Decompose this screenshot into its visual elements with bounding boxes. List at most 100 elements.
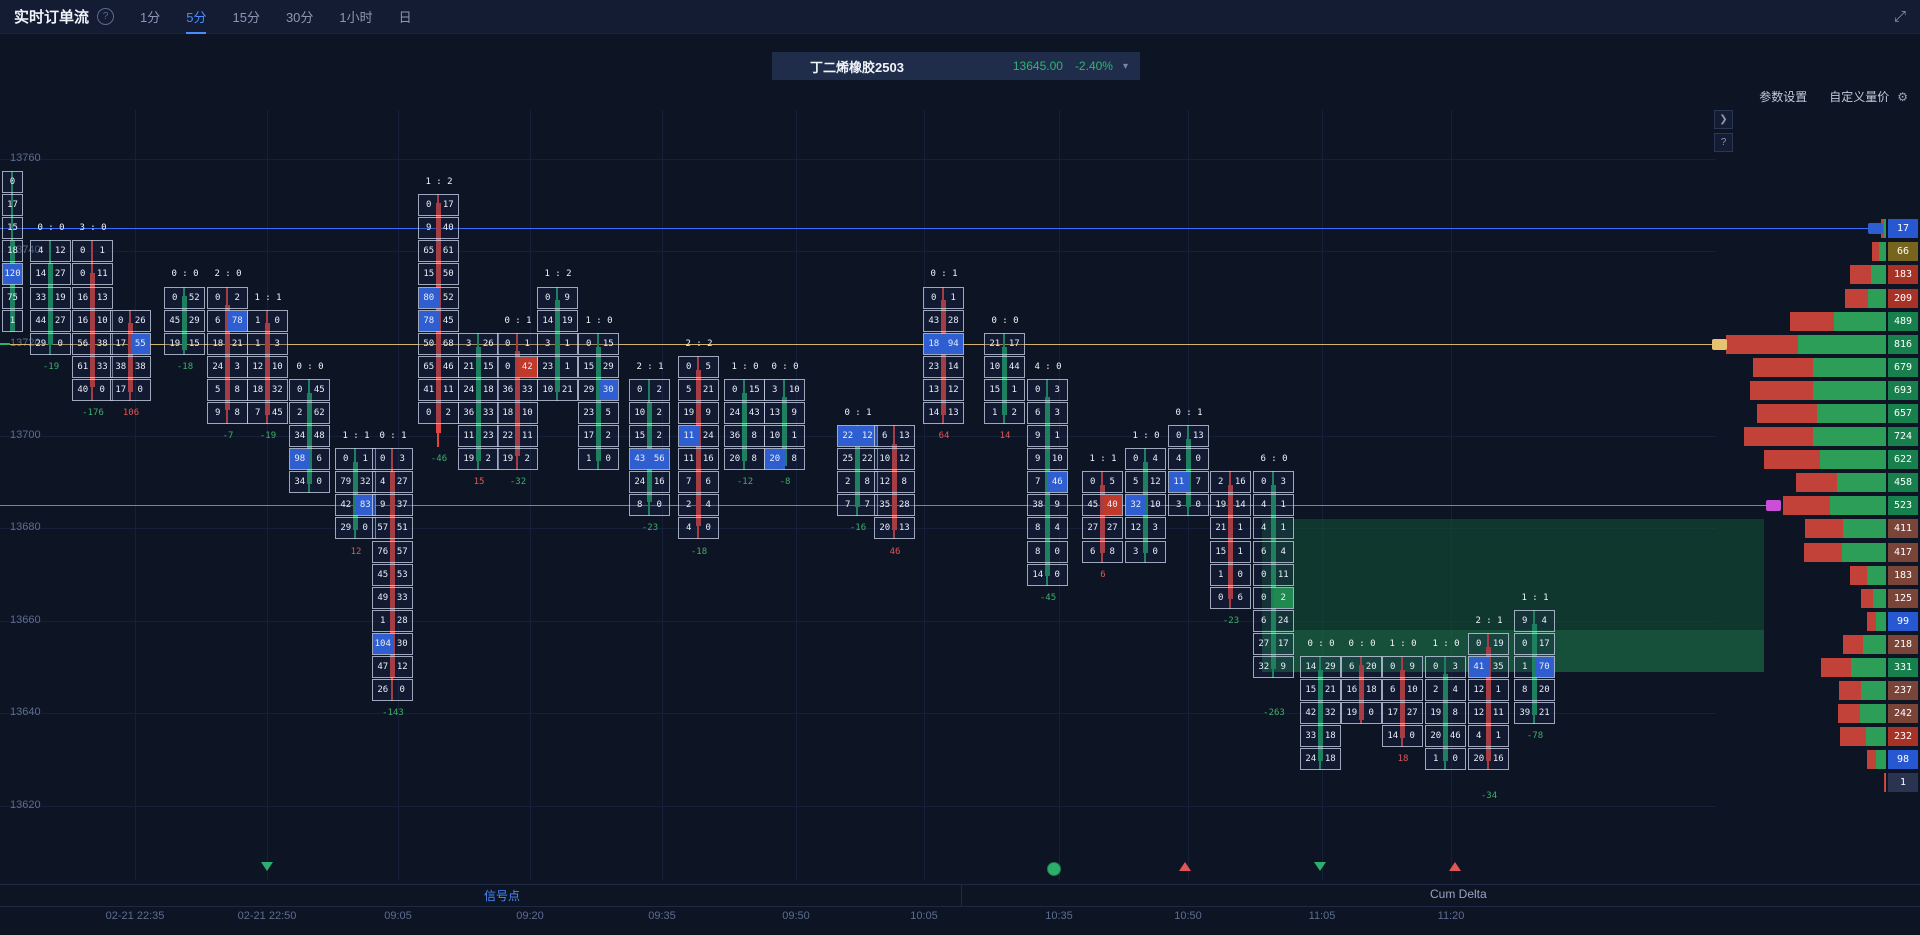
tab-日[interactable]: 日 — [398, 10, 412, 25]
footprint-cell: 40 0 — [72, 378, 113, 401]
bid-volume: 79 — [340, 477, 352, 488]
footprint-cell: 17 0 — [110, 378, 151, 401]
bid-volume: 76 — [377, 546, 389, 557]
bid-volume: 24 — [634, 477, 646, 488]
ask-volume: 1 — [9, 315, 16, 326]
bid-volume: 45 — [169, 315, 181, 326]
vp-sell-bar — [1840, 727, 1866, 747]
ask-volume: 4 — [1152, 454, 1158, 465]
footprint-cell: 25 22 — [837, 448, 878, 471]
custom-volume-price-button[interactable]: 自定义量价 — [1829, 90, 1890, 104]
imbalance-ratio-header: 1 : 0 — [1389, 638, 1417, 649]
v-gridline — [267, 110, 268, 880]
tab-5分[interactable]: 5分 — [186, 0, 207, 34]
ask-volume: 17 — [1008, 338, 1020, 349]
bid-volume: 21 — [1215, 523, 1227, 534]
vwap-magenta-line-tag — [1766, 500, 1781, 512]
tab-1分[interactable]: 1分 — [140, 10, 161, 25]
candle-body — [854, 438, 860, 508]
ask-volume: 21 — [702, 384, 714, 395]
ask-volume: 46 — [1047, 472, 1067, 493]
footprint-cell: 38 38 — [110, 355, 151, 378]
tab-30分[interactable]: 30分 — [285, 10, 314, 25]
bid-volume: 3 — [1133, 546, 1139, 557]
imbalance-ratio-header: 4 : 0 — [1034, 361, 1062, 372]
gear-icon[interactable]: ⚙ — [1897, 89, 1908, 104]
ask-volume: 28 — [898, 500, 910, 511]
imbalance-ratio-header: 3 : 0 — [79, 223, 107, 234]
footprint-cell: 18 10 — [497, 401, 538, 424]
footprint-cell: 18 21 — [207, 332, 248, 355]
tab-1小时[interactable]: 1小时 — [339, 10, 373, 25]
ask-volume: 27 — [54, 269, 66, 280]
candle-body — [1485, 646, 1491, 762]
imbalance-ratio-header: 0 : 0 — [296, 361, 324, 372]
ask-volume: 19 — [1492, 638, 1504, 649]
bid-volume: 16 — [1346, 685, 1358, 696]
tab-15分[interactable]: 15分 — [232, 10, 260, 25]
footprint-cell: 22 11 — [497, 425, 538, 448]
bid-volume: 3 — [1176, 500, 1182, 511]
vwap-magenta-line — [0, 505, 1766, 507]
param-settings-button[interactable]: 参数设置 — [1759, 90, 1808, 104]
footprint-cell: 6 13 — [874, 425, 915, 448]
footprint-cell: 75 — [2, 286, 23, 309]
footprint-cell: 18 32 — [247, 378, 288, 401]
footprint-cell: 20 16 — [1468, 748, 1509, 771]
ask-volume: 21 — [561, 384, 573, 395]
bid-volume: 7 — [255, 407, 261, 418]
ask-volume: 0 — [656, 500, 662, 511]
footprint-cell: 29 0 — [335, 517, 376, 540]
ask-volume: 1 — [524, 338, 530, 349]
chevron-down-icon[interactable]: ▾ — [1122, 60, 1128, 72]
vp-sell-bar — [1750, 380, 1813, 400]
fullscreen-icon[interactable]: ⤢ — [1893, 8, 1906, 25]
ask-volume: 19 — [561, 315, 573, 326]
candle-body — [695, 369, 701, 526]
bid-volume: 0 — [1261, 592, 1267, 603]
ask-volume: 3 — [1152, 523, 1158, 534]
vp-buy-bar — [1879, 242, 1886, 262]
time-axis-label: 10:50 — [1174, 910, 1202, 922]
instrument-selector[interactable]: 丁二烯橡胶2503 13645.00 -2.40% ▾ — [772, 52, 1140, 80]
ask-volume: 9 — [564, 292, 570, 303]
bid-volume: 44 — [35, 315, 47, 326]
ask-volume: 1 — [1011, 384, 1017, 395]
help-icon[interactable]: ? — [97, 8, 115, 25]
signal-pane-label[interactable]: 信号点 — [484, 889, 521, 903]
vp-sell-bar — [1790, 311, 1834, 331]
cum-delta-pane-label[interactable]: Cum Delta — [1430, 887, 1487, 901]
bid-volume: 11 — [1169, 472, 1189, 493]
imbalance-ratio-header: 1 : 0 — [1132, 431, 1160, 442]
vp-buy-bar — [1871, 265, 1886, 285]
collapse-panel-button[interactable]: ❯ — [1714, 110, 1733, 129]
help-mini-button[interactable]: ? — [1714, 133, 1733, 152]
footprint-cell: 11 23 — [458, 425, 499, 448]
footprint-cell: 17 55 — [110, 332, 151, 355]
footprint-cell: 20 8 — [764, 448, 805, 471]
footprint-cell: 42 83 — [335, 494, 376, 517]
footprint-cell: 15 1 — [984, 378, 1025, 401]
ask-volume: 3 — [1054, 384, 1060, 395]
footprint-cell: 61 33 — [72, 355, 113, 378]
bid-volume: 21 — [989, 338, 1001, 349]
time-axis-label: 09:20 — [516, 910, 544, 922]
ask-volume: 9 — [1280, 661, 1286, 672]
footprint-cell: 39 21 — [1514, 702, 1555, 725]
footprint-cell: 17 — [2, 194, 23, 217]
bid-volume: 0 — [343, 454, 349, 465]
vp-sell-bar — [1839, 681, 1861, 701]
ask-volume: 21 — [1324, 685, 1336, 696]
footprint-cell: 44 27 — [30, 309, 71, 332]
bid-volume: 33 — [1305, 731, 1317, 742]
ask-volume: 9 — [791, 407, 797, 418]
bid-volume: 0 — [1090, 477, 1096, 488]
vp-value-label: 816 — [1888, 334, 1918, 354]
candle-body — [9, 240, 15, 332]
footprint-cell: 23 1 — [537, 355, 578, 378]
